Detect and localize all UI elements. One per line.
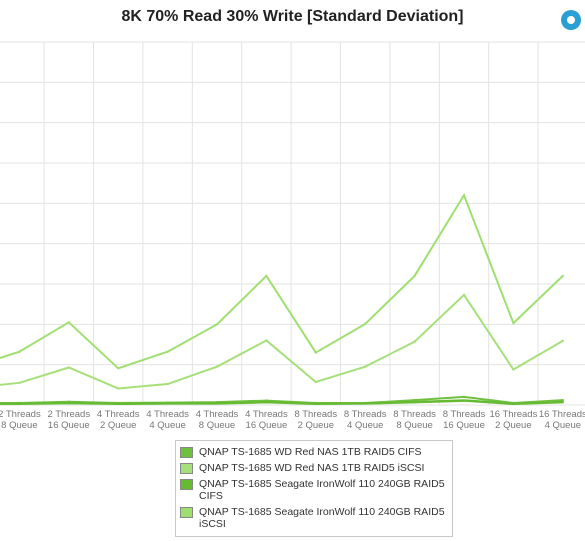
legend-label: QNAP TS-1685 WD Red NAS 1TB RAID5 iSCSI xyxy=(199,462,425,474)
series-4-point[interactable] xyxy=(462,194,466,197)
series-4-point[interactable] xyxy=(67,321,71,324)
x-tick-label: 8 Threads 8 Queue xyxy=(393,409,436,431)
series-2-point[interactable] xyxy=(512,368,515,371)
x-tick-label: 16 Threads 2 Queue xyxy=(489,409,537,431)
series-4-point[interactable] xyxy=(413,274,416,278)
x-tick-label: 4 Threads 8 Queue xyxy=(196,409,239,431)
series-4-point[interactable] xyxy=(314,351,317,354)
series-3-point[interactable] xyxy=(462,399,466,402)
x-tick-label: 4 Threads 4 Queue xyxy=(146,409,189,431)
series-4-point[interactable] xyxy=(166,350,169,353)
series-2-point[interactable] xyxy=(117,387,120,390)
legend-swatch xyxy=(180,507,193,518)
series-4-point[interactable] xyxy=(364,322,367,326)
x-tick-label: 2 Threads 16 Queue xyxy=(47,409,90,431)
legend: QNAP TS-1685 WD Red NAS 1TB RAID5 CIFS QN… xyxy=(175,440,453,537)
series-line-4[interactable] xyxy=(0,193,564,370)
legend-item-3[interactable]: QNAP TS-1685 Seagate IronWolf 110 240GB … xyxy=(180,478,448,502)
series-4-point[interactable] xyxy=(117,367,120,370)
series-3-point[interactable] xyxy=(18,402,21,405)
series-4-point[interactable] xyxy=(512,321,515,325)
legend-swatch xyxy=(180,447,193,458)
series-2-point[interactable] xyxy=(314,380,317,384)
legend-item-2[interactable]: QNAP TS-1685 WD Red NAS 1TB RAID5 iSCSI xyxy=(180,462,448,474)
legend-swatch xyxy=(180,479,193,490)
series-3-point[interactable] xyxy=(512,402,515,405)
info-icon[interactable] xyxy=(561,10,581,30)
series-3-point[interactable] xyxy=(364,402,367,405)
x-tick-label: 4 Threads 16 Queue xyxy=(245,409,288,431)
series-line-2[interactable] xyxy=(0,293,564,390)
series-3-point[interactable] xyxy=(561,400,564,404)
series-2-point[interactable] xyxy=(561,339,564,343)
x-tick-label: 2 Threads 8 Queue xyxy=(0,409,41,431)
x-tick-label: 8 Threads 16 Queue xyxy=(443,409,486,431)
series-3-point[interactable] xyxy=(314,402,317,405)
series-1-point[interactable] xyxy=(413,398,416,402)
legend-item-4[interactable]: QNAP TS-1685 Seagate IronWolf 110 240GB … xyxy=(180,506,448,530)
series-2-point[interactable] xyxy=(215,365,219,368)
series-3-point[interactable] xyxy=(413,400,416,404)
series-3-point[interactable] xyxy=(117,402,120,405)
legend-label: QNAP TS-1685 WD Red NAS 1TB RAID5 CIFS xyxy=(199,446,422,458)
x-tick-label: 4 Threads 2 Queue xyxy=(97,409,140,431)
legend-item-1[interactable]: QNAP TS-1685 WD Red NAS 1TB RAID5 CIFS xyxy=(180,446,448,458)
series-3-point[interactable] xyxy=(67,401,71,405)
series-4-point[interactable] xyxy=(18,350,21,353)
series-1-point[interactable] xyxy=(462,395,466,399)
series-3-point[interactable] xyxy=(166,402,169,405)
series-2-point[interactable] xyxy=(364,365,367,368)
series-4-point[interactable] xyxy=(561,274,564,278)
series-3-point[interactable] xyxy=(265,400,268,404)
legend-label: QNAP TS-1685 Seagate IronWolf 110 240GB … xyxy=(199,506,445,530)
legend-swatch xyxy=(180,463,193,474)
series-2-point[interactable] xyxy=(462,293,466,297)
series-2-point[interactable] xyxy=(265,339,268,342)
series-2-point[interactable] xyxy=(413,340,416,343)
series-4-point[interactable] xyxy=(215,323,219,326)
chart-title: 8K 70% Read 30% Write [Standard Deviatio… xyxy=(121,8,464,25)
x-tick-label: 8 Threads 2 Queue xyxy=(294,409,337,431)
series-1-point[interactable] xyxy=(561,398,564,402)
series-4-point[interactable] xyxy=(265,274,268,278)
series-2-point[interactable] xyxy=(67,366,71,369)
series-2-point[interactable] xyxy=(166,382,169,386)
x-tick-label: 8 Threads 4 Queue xyxy=(344,409,387,431)
legend-label: QNAP TS-1685 Seagate IronWolf 110 240GB … xyxy=(199,478,445,502)
series-2-point[interactable] xyxy=(18,381,21,385)
series-lines xyxy=(0,193,564,406)
x-tick-label: 16 Threads 4 Queue xyxy=(539,409,585,431)
series-3-point[interactable] xyxy=(215,402,219,405)
gridlines xyxy=(0,41,585,406)
